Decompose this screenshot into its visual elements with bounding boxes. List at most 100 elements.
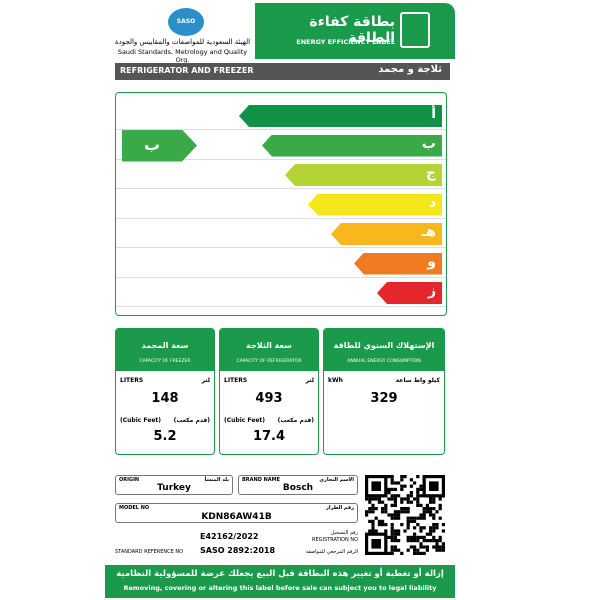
brand-label-en: BRAND NAME <box>242 477 281 483</box>
qr-module <box>400 523 404 527</box>
qr-module <box>432 513 436 517</box>
qr-module <box>409 539 413 543</box>
footer-en: Removing, covering or altering this labe… <box>123 584 437 592</box>
qr-module <box>429 513 433 517</box>
qr-module <box>371 526 375 530</box>
qr-module <box>371 481 381 491</box>
value: 5.2 <box>153 429 177 444</box>
qr-module <box>403 497 407 501</box>
qr-module <box>441 523 445 527</box>
qr-module <box>416 539 420 543</box>
value: 17.4 <box>252 429 286 444</box>
panel-title-ar: سعة المجمد <box>141 341 189 350</box>
qr-module <box>425 532 429 536</box>
qr-module <box>403 475 407 479</box>
model-label-ar: رقم الطراز <box>326 505 354 511</box>
rating-bar: د <box>308 193 442 216</box>
qr-module <box>416 500 420 504</box>
qr-module <box>387 491 391 495</box>
qr-module <box>413 535 417 539</box>
qr-module <box>368 529 372 533</box>
grid-line <box>116 276 446 278</box>
origin: Turkey <box>157 483 191 493</box>
qr-module <box>384 507 388 511</box>
qr-module <box>397 548 401 552</box>
qr-module <box>438 503 442 507</box>
qr-module <box>413 532 417 536</box>
std-label-ar: الرقم المرجعي للمواصفة <box>305 549 358 555</box>
panel-header: سعة المجمد CAPACITY OF FREEZER <box>116 329 214 371</box>
rating-bar: ج <box>285 164 442 186</box>
qr-module <box>432 507 436 511</box>
qr-module <box>422 545 426 549</box>
qr-module <box>435 523 439 527</box>
qr-module <box>438 535 442 539</box>
qr-module <box>413 539 417 543</box>
qr-module <box>413 519 417 523</box>
qr-module <box>419 535 423 539</box>
qr-module <box>413 548 417 552</box>
qr-module <box>435 526 439 530</box>
qr-module <box>429 532 433 536</box>
qr-module <box>400 551 404 555</box>
qr-module <box>432 529 436 533</box>
qr-module <box>435 510 439 514</box>
qr-module <box>429 539 433 543</box>
qr-module <box>422 516 426 520</box>
qr-module <box>374 529 378 533</box>
unit-en: (Cubic Feet) <box>224 417 266 424</box>
qr-module <box>393 539 397 543</box>
qr-module <box>384 523 388 527</box>
qr-module <box>419 513 423 517</box>
std: SASO 2892:2018 <box>200 546 276 555</box>
qr-module <box>432 535 436 539</box>
qr-module <box>390 523 394 527</box>
qr-module <box>441 529 445 533</box>
qr-module <box>419 526 423 530</box>
qr-module <box>371 539 381 549</box>
unit-ar: (قدم مكعب) <box>277 417 314 424</box>
unit-en: LITERS <box>224 377 248 384</box>
unit-ar: (قدم مكعب) <box>173 417 210 424</box>
qr-module <box>422 507 426 511</box>
qr-module <box>432 539 436 543</box>
qr-module <box>416 548 420 552</box>
qr-module <box>371 497 375 501</box>
qr-module <box>371 510 375 514</box>
qr-module <box>406 526 410 530</box>
value: 493 <box>255 391 283 406</box>
qr-module <box>390 548 394 552</box>
model: KDN86AW41B <box>201 512 272 522</box>
qr-module <box>438 545 442 549</box>
rating-letter: هـ <box>421 224 437 240</box>
qr-module <box>377 500 381 504</box>
qr-module <box>368 497 372 501</box>
qr-module <box>368 519 372 523</box>
qr-module <box>400 500 404 504</box>
qr-module <box>422 513 426 517</box>
unit-en: LITERS <box>120 377 144 384</box>
qr-module <box>406 497 410 501</box>
qr-module <box>400 507 404 511</box>
capacity-panel: الإستهلاك السنوي للطاقة ANNUAL ENERGY CON… <box>323 328 445 455</box>
qr-module <box>390 535 394 539</box>
panel-title-en: CAPACITY OF FREEZER <box>139 359 191 364</box>
origin-box: ORIGIN بلد المنشأ Turkey <box>115 475 233 495</box>
value: 148 <box>151 391 179 406</box>
product-en: REFRIGERATOR AND FREEZER <box>120 66 254 75</box>
qr-module <box>403 529 407 533</box>
qr-module <box>387 475 391 479</box>
qr-module <box>438 516 442 520</box>
qr-module <box>435 539 439 543</box>
origin-label-ar: بلد المنشأ <box>204 477 230 483</box>
qr-module <box>403 484 407 488</box>
qr-module <box>403 510 407 514</box>
qr-module <box>419 487 423 491</box>
origin-label-en: ORIGIN <box>119 477 140 483</box>
qr-module <box>429 497 433 501</box>
qr-module <box>397 510 401 514</box>
qr-module <box>390 503 394 507</box>
qr-module <box>390 513 394 517</box>
qr-module <box>374 516 378 520</box>
qr-module <box>368 510 372 514</box>
